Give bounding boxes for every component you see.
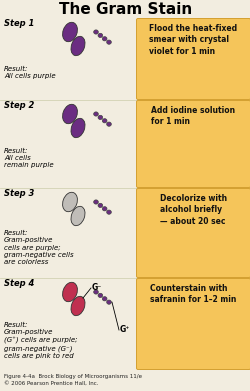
- Text: Step 3: Step 3: [4, 189, 34, 198]
- Text: Result:
All cells
remain purple: Result: All cells remain purple: [4, 148, 54, 169]
- Ellipse shape: [93, 200, 98, 204]
- Ellipse shape: [106, 210, 111, 214]
- Text: © 2006 Pearson Prentice Hall, Inc.: © 2006 Pearson Prentice Hall, Inc.: [4, 381, 98, 386]
- Text: Result:
Gram-positive
(G⁺) cells are purple;
gram-negative (G⁻)
cells are pink t: Result: Gram-positive (G⁺) cells are pur…: [4, 322, 77, 359]
- FancyBboxPatch shape: [136, 18, 250, 99]
- Ellipse shape: [98, 33, 102, 38]
- Text: G⁺: G⁺: [120, 325, 130, 334]
- Ellipse shape: [62, 22, 77, 42]
- Text: Result:
All cells purple: Result: All cells purple: [4, 66, 56, 79]
- FancyBboxPatch shape: [136, 100, 250, 188]
- Text: The Gram Stain: The Gram Stain: [59, 2, 191, 17]
- FancyBboxPatch shape: [136, 188, 250, 278]
- Ellipse shape: [62, 192, 77, 212]
- Ellipse shape: [106, 40, 111, 44]
- Ellipse shape: [106, 122, 111, 126]
- FancyBboxPatch shape: [136, 278, 250, 369]
- Ellipse shape: [71, 36, 85, 56]
- Text: G⁻: G⁻: [92, 283, 102, 292]
- Ellipse shape: [93, 290, 98, 294]
- Ellipse shape: [102, 297, 106, 301]
- Text: Step 4: Step 4: [4, 279, 34, 288]
- Ellipse shape: [102, 37, 106, 41]
- Text: Step 1: Step 1: [4, 19, 34, 28]
- Ellipse shape: [71, 118, 85, 138]
- Ellipse shape: [62, 282, 77, 302]
- Ellipse shape: [98, 115, 102, 120]
- Text: Add iodine solution
for 1 min: Add iodine solution for 1 min: [151, 106, 234, 126]
- Text: Step 2: Step 2: [4, 101, 34, 110]
- Text: Flood the heat-fixed
smear with crystal
violet for 1 min: Flood the heat-fixed smear with crystal …: [149, 24, 236, 56]
- Ellipse shape: [93, 112, 98, 116]
- Ellipse shape: [102, 119, 106, 123]
- Text: Figure 4-4a  Brock Biology of Microorganisms 11/e: Figure 4-4a Brock Biology of Microorgani…: [4, 374, 141, 379]
- Ellipse shape: [71, 206, 85, 226]
- Ellipse shape: [71, 296, 85, 316]
- Text: Counterstain with
safranin for 1–2 min: Counterstain with safranin for 1–2 min: [150, 284, 236, 305]
- Ellipse shape: [102, 207, 106, 211]
- Ellipse shape: [106, 300, 111, 304]
- Ellipse shape: [93, 30, 98, 34]
- Ellipse shape: [98, 203, 102, 208]
- Ellipse shape: [98, 293, 102, 298]
- Text: Decolorize with
alcohol briefly
— about 20 sec: Decolorize with alcohol briefly — about …: [159, 194, 226, 226]
- Text: Result:
Gram-positive
cells are purple;
gram-negative cells
are colorless: Result: Gram-positive cells are purple; …: [4, 230, 73, 265]
- Ellipse shape: [62, 104, 77, 124]
